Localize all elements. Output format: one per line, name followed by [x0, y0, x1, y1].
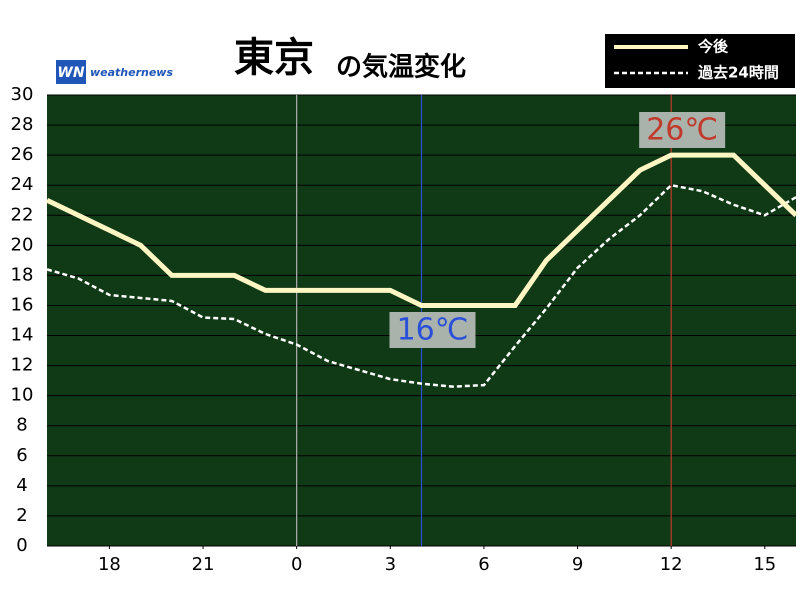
logo-box [56, 60, 86, 84]
y-tick-label: 24 [11, 174, 34, 195]
y-tick-label: 22 [11, 204, 34, 225]
y-tick-label: 16 [11, 294, 34, 315]
y-tick-label: 28 [11, 114, 34, 135]
chart-subtitle: の気温変化 [336, 52, 466, 83]
x-tick-label: 15 [753, 554, 776, 575]
logo-mark: WN [57, 65, 84, 81]
logo: WN weathernews [56, 60, 173, 84]
annotation-label: 16℃ [397, 313, 469, 348]
y-tick-label: 26 [11, 144, 34, 165]
x-tick-label: 0 [291, 554, 302, 575]
x-tick-label: 18 [98, 554, 121, 575]
y-tick-label: 18 [11, 264, 34, 285]
y-tick-label: 6 [16, 445, 27, 466]
series-line [45, 152, 798, 308]
y-tick-label: 8 [16, 415, 27, 436]
y-tick-label: 10 [11, 385, 34, 406]
annotation-box [389, 312, 476, 348]
y-tick-label: 30 [11, 84, 34, 105]
logo-text: weathernews [90, 66, 173, 79]
x-tick-label: 21 [192, 554, 215, 575]
annotation-box [639, 112, 726, 148]
y-tick-label: 20 [11, 234, 34, 255]
y-tick-label: 2 [16, 505, 27, 526]
y-tick-label: 4 [16, 475, 27, 496]
legend-label: 今後 [697, 38, 729, 56]
x-tick-label: 12 [660, 554, 683, 575]
chart-title: 東京 [234, 35, 314, 81]
y-tick-label: 12 [11, 355, 34, 376]
y-tick-label: 14 [11, 325, 34, 346]
legend-label: 過去24時間 [697, 64, 779, 82]
legend-box [603, 32, 797, 90]
annotation-label: 26℃ [646, 113, 718, 148]
y-tick-label: 0 [16, 535, 27, 556]
x-tick-label: 3 [385, 554, 396, 575]
series-line [46, 183, 797, 388]
x-tick-label: 6 [478, 554, 489, 575]
x-tick-label: 9 [572, 554, 583, 575]
